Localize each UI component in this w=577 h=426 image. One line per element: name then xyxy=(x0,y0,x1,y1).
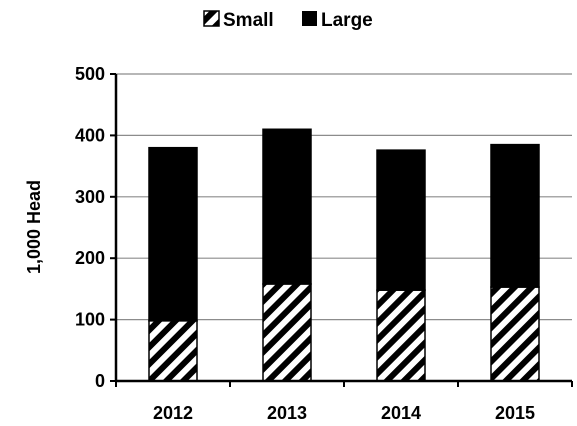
x-tick-label: 2012 xyxy=(153,403,193,423)
axes xyxy=(110,73,573,387)
x-tick-labels: 2012 2013 2014 2015 xyxy=(153,403,535,423)
y-tick-label: 100 xyxy=(75,310,105,330)
x-tick-label: 2014 xyxy=(381,403,421,423)
y-tick-label: 300 xyxy=(75,187,105,207)
y-axis-label: 1,000 Head xyxy=(24,180,44,274)
bar-large-2014 xyxy=(376,149,426,291)
y-tick-label: 400 xyxy=(75,125,105,145)
legend: Small Large xyxy=(203,10,373,31)
bar-large-2013 xyxy=(262,128,312,285)
legend-label-large: Large xyxy=(321,10,373,31)
legend-swatch-small xyxy=(203,10,220,27)
legend-item-large: Large xyxy=(302,10,373,31)
bar-large-2015 xyxy=(490,143,540,288)
legend-item-small: Small xyxy=(203,10,274,31)
bars xyxy=(148,128,540,382)
y-tick-labels: 0 100 200 300 400 500 xyxy=(75,64,105,391)
x-tick-label: 2015 xyxy=(495,403,535,423)
bar-small-2015 xyxy=(490,286,540,382)
y-tick-label: 500 xyxy=(75,64,105,84)
legend-label-small: Small xyxy=(223,10,274,31)
y-tick-label: 0 xyxy=(95,371,105,391)
x-tick-label: 2013 xyxy=(267,403,307,423)
bar-small-2012 xyxy=(148,320,198,382)
y-tick-label: 200 xyxy=(75,248,105,268)
bar-small-2013 xyxy=(262,283,312,382)
bar-small-2014 xyxy=(376,289,426,382)
legend-swatch-large xyxy=(302,11,317,26)
bar-large-2012 xyxy=(148,146,198,322)
